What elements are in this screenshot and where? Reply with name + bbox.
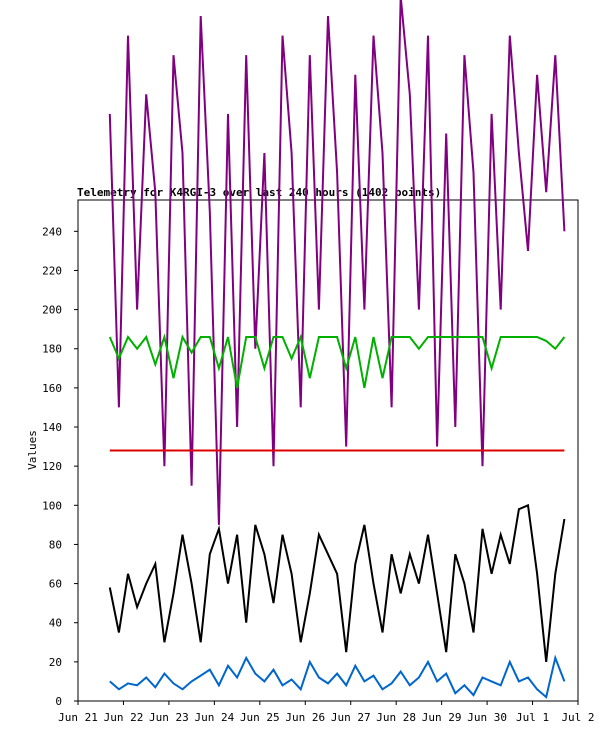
x-tick-label: Jun 21 [58,711,98,724]
x-tick-label: Jun 29 [422,711,462,724]
y-tick-label: 220 [42,264,62,277]
y-tick-label: 80 [49,538,62,551]
y-tick-label: 60 [49,578,62,591]
y-tick-label: 40 [49,617,62,630]
y-tick-label: 160 [42,382,62,395]
series-line [108,333,566,389]
y-tick-label: 120 [42,460,62,473]
x-tick-label: Jul 2 [561,711,594,724]
y-axis-label: Values [26,430,39,470]
x-tick-label: Jun 28 [376,711,416,724]
x-tick-label: Jun 24 [194,711,234,724]
x-tick-label: Jun 25 [240,711,280,724]
y-tick-label: 0 [55,695,62,708]
x-tick-label: Jun 26 [285,711,325,724]
y-tick-label: 20 [49,656,62,669]
x-tick-label: Jun 22 [104,711,144,724]
series-line [108,0,566,525]
chart-title: Telemetry for K4RGI-3 over last 240 hour… [77,186,441,199]
y-tick-label: 240 [42,225,62,238]
x-tick-label: Jun 30 [467,711,507,724]
series-line [108,503,566,663]
x-tick-label: Jul 1 [516,711,549,724]
plot-frame [77,199,579,702]
x-tick-label: Jun 23 [149,711,189,724]
y-tick-label: 100 [42,499,62,512]
y-tick-label: 200 [42,304,62,317]
x-tick-label: Jun 27 [331,711,371,724]
y-tick-label: 180 [42,343,62,356]
series-line [109,654,566,699]
y-tick-label: 140 [42,421,62,434]
